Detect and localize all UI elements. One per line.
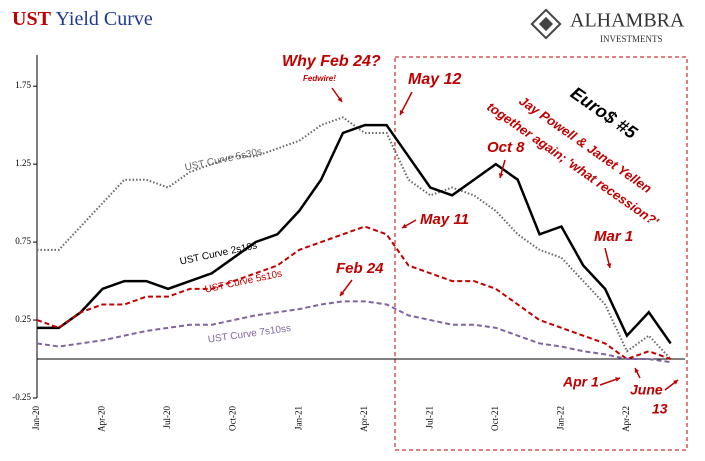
logo-text: ALHAMBRA	[570, 10, 685, 32]
arrow-head	[673, 380, 678, 385]
arrow-head	[337, 97, 342, 102]
logo-icon	[538, 16, 554, 32]
series-line	[36, 225, 671, 361]
x-tick-label: Apr-22	[621, 406, 631, 432]
x-tick-label: Oct-20	[228, 406, 238, 431]
annotation: May 12	[408, 71, 461, 88]
series-label: UST Curve 7s10ss	[207, 323, 291, 346]
x-tick-label: Jan-22	[555, 406, 565, 430]
annotation: June	[630, 382, 663, 398]
annotation: Fedwire!	[303, 74, 336, 83]
annotation: Mar 1	[594, 228, 633, 245]
annotation: Oct 8	[487, 139, 525, 156]
chart-title: UST Yield Curve	[12, 8, 153, 30]
arrow-head	[634, 368, 640, 373]
annotation: Why Feb 24?	[282, 53, 381, 70]
arrow-head	[615, 377, 620, 382]
arrow-head	[340, 291, 345, 296]
x-tick-label: Jan-20	[31, 406, 41, 430]
series-label: UST Curve 5s30s	[184, 146, 263, 173]
logo-subtext: INVESTMENTS	[600, 34, 663, 44]
x-tick-label: Jul-20	[162, 406, 172, 429]
arrow-head	[399, 110, 405, 115]
y-tick-label: -0.25	[12, 392, 31, 402]
y-tick-label: 0.25	[15, 314, 31, 324]
annotation: together again; 'what recession?'	[484, 99, 662, 230]
x-tick-label: Apr-20	[97, 406, 107, 432]
annotation: Feb 24	[336, 260, 384, 277]
annotation: Apr 1	[562, 374, 599, 390]
series-line	[37, 123, 672, 345]
y-tick-label: 0.75	[15, 236, 31, 246]
annotation: May 11	[420, 211, 469, 228]
title-part: Yield Curve	[56, 8, 153, 30]
arrow-head	[498, 173, 504, 178]
logo: ALHAMBRA INVESTMENTS	[530, 8, 685, 44]
x-tick-label: Oct-21	[490, 406, 500, 431]
y-tick-label: 1.25	[15, 158, 31, 168]
title-part: UST	[12, 8, 52, 30]
y-tick-label: 1.75	[15, 80, 31, 90]
arrow-head	[606, 263, 612, 268]
x-tick-label: Jul-21	[424, 406, 434, 429]
x-tick-label: Apr-21	[359, 406, 369, 432]
series-label: UST Curve 5s10s	[204, 268, 283, 295]
annotation: 13	[652, 401, 668, 417]
series-line	[37, 116, 672, 360]
logo-icon	[530, 8, 562, 40]
x-tick-label: Jan-21	[293, 406, 303, 430]
arrow-head	[402, 223, 407, 228]
series-line	[36, 300, 671, 364]
series-label: UST Curve 2s10s	[179, 240, 258, 267]
